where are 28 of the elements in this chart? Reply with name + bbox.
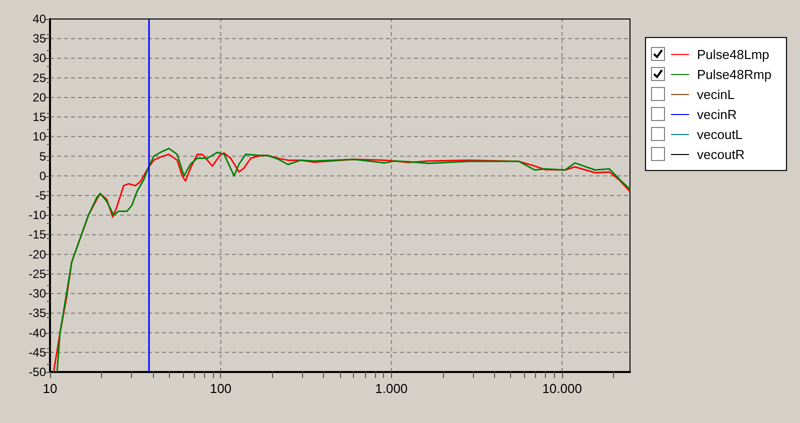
y-tick-label: 5 bbox=[39, 149, 46, 164]
y-tick-label: -15 bbox=[28, 228, 46, 242]
y-tick-label: 30 bbox=[32, 51, 46, 66]
y-tick-label: -30 bbox=[28, 286, 46, 301]
y-tick-label: -20 bbox=[28, 247, 46, 262]
y-tick-label: 0 bbox=[39, 168, 46, 183]
y-tick-label: -50 bbox=[28, 365, 46, 379]
legend-label: vecinL bbox=[697, 86, 735, 102]
x-tick-label: 10.000 bbox=[542, 381, 582, 396]
y-tick-label: -10 bbox=[28, 208, 46, 222]
legend-label: vecoutL bbox=[697, 126, 743, 142]
y-tick-label: -25 bbox=[28, 266, 46, 281]
y-tick-label: 15 bbox=[32, 110, 46, 124]
legend-label: Pulse48Rmp bbox=[697, 66, 772, 82]
legend-label: Pulse48Lmp bbox=[697, 46, 770, 62]
y-tick-label: 25 bbox=[32, 70, 46, 85]
y-tick-label: 10 bbox=[32, 130, 46, 144]
y-tick-label: -45 bbox=[28, 345, 46, 360]
y-tick-label: -5 bbox=[35, 188, 46, 202]
legend-label: vecinR bbox=[697, 106, 737, 122]
y-tick-label: 35 bbox=[32, 32, 46, 46]
x-tick-label: 100 bbox=[210, 381, 232, 396]
y-tick-label: 20 bbox=[32, 90, 46, 104]
y-tick-label: -35 bbox=[28, 306, 46, 320]
legend-label: vecoutR bbox=[697, 146, 745, 162]
y-tick-label: 40 bbox=[32, 12, 46, 26]
y-tick-label: -40 bbox=[28, 326, 46, 340]
x-tick-label: 1.000 bbox=[375, 381, 408, 396]
